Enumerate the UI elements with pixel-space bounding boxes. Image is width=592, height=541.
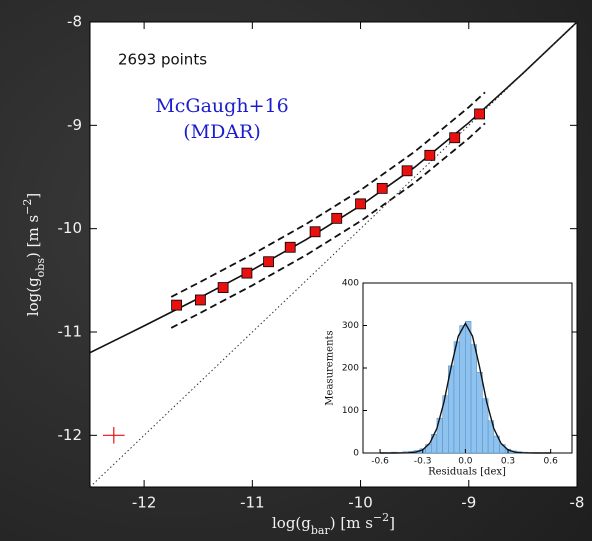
bin-point xyxy=(194,294,206,306)
histogram-bar xyxy=(459,325,466,454)
annotation: 2693 points xyxy=(118,51,207,69)
x-tick-label: -8 xyxy=(570,494,585,512)
source-label: McGaugh+16 xyxy=(155,95,288,117)
inset-y-axis-label: Measurements xyxy=(325,330,336,405)
bin-point xyxy=(449,132,461,144)
inset-x-tick-label: 0.3 xyxy=(501,457,515,467)
dotted-line xyxy=(90,22,577,487)
y-axis-label-part: ] xyxy=(24,193,42,199)
x-tick-label: -12 xyxy=(132,494,157,512)
inset-x-axis-label: Residuals [dex] xyxy=(428,467,506,478)
bin-point xyxy=(284,241,296,253)
inset-y-tick-label: 400 xyxy=(342,279,359,289)
y-tick-label: -8 xyxy=(67,13,82,31)
x-axis-label-part: bar xyxy=(311,524,331,537)
dashed-line xyxy=(170,91,486,298)
y-tick-label: -11 xyxy=(58,323,83,341)
y-tick-label: -12 xyxy=(58,426,83,444)
y-axis-label-part: −2 xyxy=(21,199,34,215)
bin-point xyxy=(263,256,274,268)
inset-y-tick-label: 200 xyxy=(342,364,359,374)
y-tick-label: -10 xyxy=(58,219,83,237)
y-axis-label-part: obs xyxy=(34,258,47,278)
x-tick-label: -10 xyxy=(348,494,373,512)
fit-line xyxy=(380,321,551,454)
y-axis-label: log(gobs) [m s−2] xyxy=(21,193,47,316)
bin-point xyxy=(376,182,388,194)
bin-point xyxy=(355,198,366,210)
histogram-bar xyxy=(465,321,472,454)
inset-x-tick-label: 0.6 xyxy=(544,457,559,467)
inset-x-tick-label: 0.0 xyxy=(458,457,473,467)
y-axis-label-part: log(g xyxy=(24,277,42,316)
bin-point xyxy=(401,165,413,177)
bin-point xyxy=(171,299,182,311)
x-axis-label-part: ) [m s xyxy=(330,514,373,532)
bin-point xyxy=(424,149,436,161)
bin-point xyxy=(241,267,253,279)
bin-point xyxy=(474,108,486,120)
x-tick-label: -11 xyxy=(240,494,265,512)
x-axis-label-part: ] xyxy=(389,514,395,532)
bin-point xyxy=(217,282,229,293)
inset-x-tick-label: -0.6 xyxy=(371,457,389,467)
x-axis-label-part: −2 xyxy=(373,511,389,524)
inset-x-tick-label: -0.3 xyxy=(414,457,432,467)
inset-y-tick-label: 100 xyxy=(342,406,359,416)
x-axis-label-part: log(g xyxy=(272,514,311,532)
x-axis-label: log(gbar) [m s−2] xyxy=(272,511,395,537)
inset-y-tick-label: 300 xyxy=(342,321,359,331)
histogram-bar xyxy=(476,372,483,454)
y-tick-label: -9 xyxy=(67,116,82,134)
histogram-bar xyxy=(453,341,460,454)
source-label: (MDAR) xyxy=(183,121,261,143)
inset-y-tick-label: 0 xyxy=(353,449,359,459)
x-tick-label: -9 xyxy=(461,494,476,512)
bin-point xyxy=(309,226,321,238)
bin-point xyxy=(331,212,343,224)
y-axis-label-part: ) [m s xyxy=(24,215,42,258)
histogram-bar xyxy=(470,344,477,454)
dashed-line xyxy=(170,122,486,329)
